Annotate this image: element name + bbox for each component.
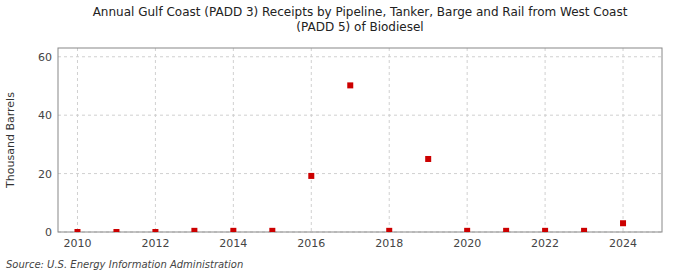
y-grid-line: [58, 173, 662, 174]
x-grid-line: [467, 48, 468, 232]
y-grid-line: [58, 56, 662, 57]
chart-container: Annual Gulf Coast (PADD 3) Receipts by P…: [0, 0, 675, 275]
x-grid-line: [311, 48, 312, 232]
point: [347, 82, 353, 88]
point: [620, 220, 626, 226]
y-tick-label: 40: [38, 109, 52, 122]
x-tick-label: 2014: [219, 237, 247, 250]
x-grid-line: [155, 48, 156, 232]
point: [230, 228, 236, 232]
point: [386, 228, 392, 232]
x-tick-label: 2016: [297, 237, 325, 250]
point: [425, 156, 431, 162]
y-tick-label: 0: [45, 226, 52, 239]
point: [74, 229, 80, 232]
title-line: Annual Gulf Coast (PADD 3) Receipts by P…: [93, 5, 628, 19]
x-grid-line: [233, 48, 234, 232]
plot-area: [58, 48, 662, 232]
x-grid-line: [77, 48, 78, 232]
point: [191, 228, 197, 232]
x-tick-label: 2018: [375, 237, 403, 250]
x-grid-line: [623, 48, 624, 232]
plot-frame: [58, 48, 662, 232]
chart: Annual Gulf Coast (PADD 3) Receipts by P…: [0, 0, 675, 275]
x-tick-label: 2020: [453, 237, 481, 250]
point: [269, 228, 275, 232]
point: [503, 228, 509, 232]
point: [113, 229, 119, 232]
point: [464, 228, 470, 232]
x-tick-label: 2022: [531, 237, 559, 250]
y-tick-label: 20: [38, 168, 52, 181]
points: [74, 82, 626, 232]
point: [152, 229, 158, 232]
x-grid-line: [389, 48, 390, 232]
point: [581, 228, 587, 232]
x-tick-label: 2012: [141, 237, 169, 250]
source-note: Source: U.S. Energy Information Administ…: [6, 259, 243, 270]
y-tick-label: 60: [38, 51, 52, 64]
y-axis-label: Thousand Barrels: [4, 92, 17, 189]
title-line: (PADD 5) of Biodiesel: [296, 20, 423, 34]
x-tick-label: 2010: [63, 237, 91, 250]
point: [308, 173, 314, 179]
x-grid-line: [545, 48, 546, 232]
grid: [58, 48, 662, 232]
x-tick-label: 2024: [609, 237, 637, 250]
point: [542, 228, 548, 232]
title: Annual Gulf Coast (PADD 3) Receipts by P…: [93, 5, 628, 34]
y-grid-line: [58, 115, 662, 116]
